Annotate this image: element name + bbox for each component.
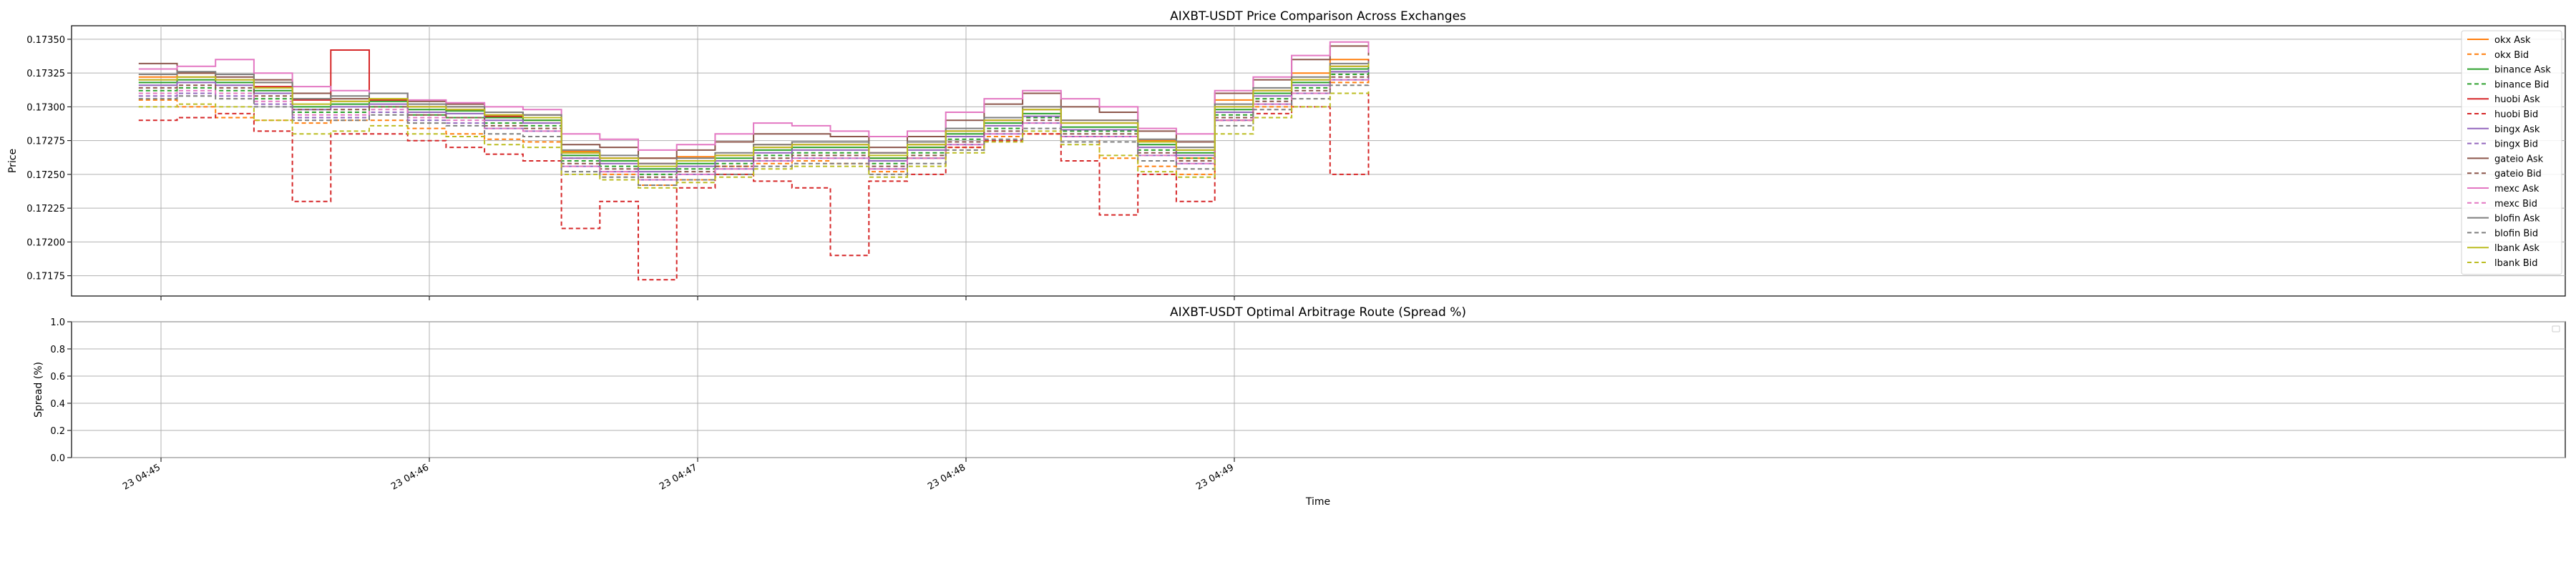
spread-y-tick-label: 0.0 — [50, 453, 65, 464]
spread-empty-legend — [2552, 325, 2560, 332]
spread-y-tick-label: 0.8 — [50, 345, 65, 355]
spread-y-tick-label: 0.4 — [50, 399, 65, 410]
price-y-tick-label: 0.17325 — [26, 69, 65, 79]
spread-y-tick-label: 1.0 — [50, 317, 65, 328]
price-y-axis-label: Price — [7, 149, 19, 173]
legend-entry-label: mexc Bid — [2494, 199, 2537, 209]
series-line-lbank-bid — [138, 90, 1370, 189]
series-line-blofin-bid — [138, 82, 1370, 186]
spread-grid — [72, 321, 2565, 458]
price-y-tick-label: 0.17275 — [26, 137, 65, 147]
spread-y-axis: 0.0 0.2 0.4 0.6 0.8 1.0 — [50, 317, 72, 464]
price-y-tick-label: 0.17200 — [26, 237, 65, 248]
spread-y-tick-label: 0.6 — [50, 372, 65, 383]
price-series-lines — [138, 41, 1370, 281]
spread-x-axis-label: Time — [1305, 496, 1330, 508]
series-line-gateio-ask — [138, 45, 1370, 159]
series-line-lbank-ask — [138, 63, 1370, 167]
legend-entry-label: lbank Bid — [2494, 258, 2538, 269]
price-y-axis: 0.17175 0.17200 0.17225 0.17250 0.17275 0.173… — [26, 35, 72, 282]
legend-entry-label: huobi Bid — [2494, 109, 2538, 120]
series-line-mexc-ask — [138, 41, 1370, 151]
price-chart: 0.17175 0.17200 0.17225 0.17250 0.17275 0.173… — [7, 9, 2566, 300]
price-x-axis — [160, 296, 1235, 300]
spread-y-tick-label: 0.2 — [50, 426, 65, 437]
legend-entry-label: bingx Bid — [2494, 139, 2538, 150]
price-y-tick-label: 0.17300 — [26, 102, 65, 113]
price-y-tick-label: 0.17350 — [26, 35, 65, 46]
price-y-tick-label: 0.17250 — [26, 170, 65, 181]
price-legend: okx Ask okx Bid binance Ask binance Bid huob… — [2461, 30, 2562, 275]
price-y-tick-label: 0.17175 — [26, 272, 65, 282]
legend-entry-label: binance Ask — [2494, 65, 2551, 76]
legend-entry-label: okx Bid — [2494, 50, 2529, 61]
legend-entry-label: binance Bid — [2494, 79, 2549, 90]
series-line-mexc-bid — [138, 77, 1370, 181]
spread-chart-title: AIXBT-USDT Optimal Arbitrage Route (Spre… — [1170, 305, 1466, 320]
spread-y-axis-label: Spread (%) — [33, 362, 44, 418]
price-chart-title: AIXBT-USDT Price Comparison Across Excha… — [1170, 9, 1466, 24]
legend-entry-label: okx Ask — [2494, 35, 2531, 46]
legend-entry-label: huobi Ask — [2494, 94, 2540, 105]
legend-entry-label: bingx Ask — [2494, 124, 2540, 135]
legend-entry-label: gateio Bid — [2494, 169, 2542, 179]
legend-entry-label: mexc Ask — [2494, 184, 2540, 194]
legend-entry-label: blofin Bid — [2494, 228, 2538, 239]
legend-box — [2461, 30, 2562, 275]
series-line-huobi-bid — [138, 93, 1370, 281]
legend-entry-label: gateio Ask — [2494, 154, 2544, 164]
legend-entry-label: lbank Ask — [2494, 243, 2540, 254]
price-plot-area — [71, 25, 2566, 297]
price-y-tick-label: 0.17225 — [26, 204, 65, 214]
legend-entry-label: blofin Ask — [2494, 214, 2540, 225]
spread-plot-area — [71, 321, 2566, 458]
